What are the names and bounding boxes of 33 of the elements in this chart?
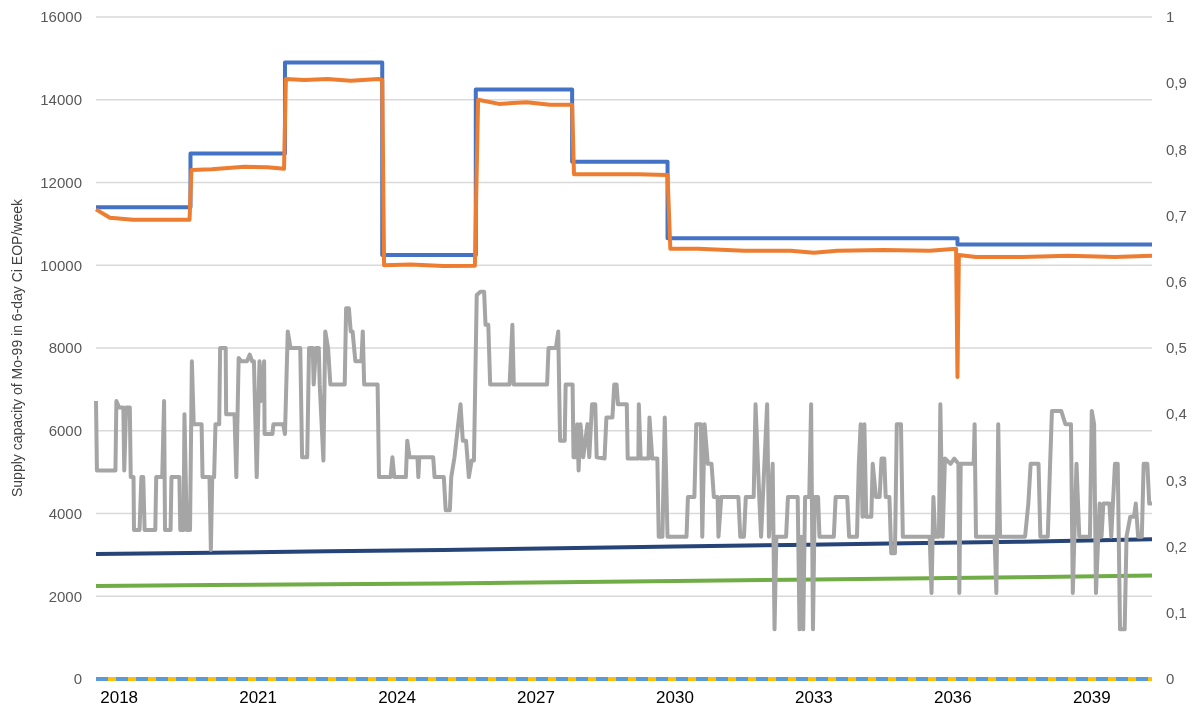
y2-tick-label: 0,8	[1166, 140, 1187, 158]
x-tick-label: 2030	[656, 688, 694, 707]
y-tick-label: 14000	[40, 91, 82, 108]
y-tick-label: 10000	[40, 256, 82, 274]
line-series	[94, 77, 1154, 379]
line-series	[94, 537, 1154, 557]
y2-tick-label: 0,6	[1166, 273, 1187, 291]
y-tick-label: 2000	[48, 587, 82, 605]
y2-tick-label: 0,2	[1166, 537, 1187, 555]
x-tick-label: 2039	[1072, 688, 1111, 707]
y-tick-label: 12000	[40, 173, 82, 191]
y2-tick-label: 0,1	[1166, 604, 1187, 622]
y2-tick-label: 0,7	[1166, 206, 1187, 224]
y2-tick-label: 0,3	[1166, 471, 1187, 489]
y-tick-label: 16000	[40, 8, 82, 26]
x-tick-label: 2018	[100, 688, 139, 707]
y-tick-label: 0	[73, 670, 82, 688]
x-tick-label: 2027	[517, 688, 555, 707]
y2-tick-label: 0	[1166, 670, 1175, 688]
y-tick-label: 6000	[48, 422, 82, 439]
x-tick-label: 2024	[378, 688, 416, 707]
line-series	[94, 289, 1154, 632]
y2-tick-label: 0,4	[1166, 405, 1187, 423]
y-tick-label: 4000	[48, 504, 82, 522]
y2-tick-label: 1	[1166, 8, 1175, 26]
line-series	[94, 573, 1154, 588]
y-tick-label: 8000	[48, 339, 82, 357]
y-axis-title: Supply capacity of Mo-99 in 6-day Ci EOP/week	[9, 197, 25, 498]
x-tick-label: 2021	[239, 688, 278, 707]
x-tick-label: 2033	[794, 688, 833, 707]
y2-tick-label: 0,9	[1166, 74, 1187, 92]
x-tick-label: 2036	[933, 688, 972, 707]
y2-tick-label: 0,5	[1166, 339, 1187, 357]
